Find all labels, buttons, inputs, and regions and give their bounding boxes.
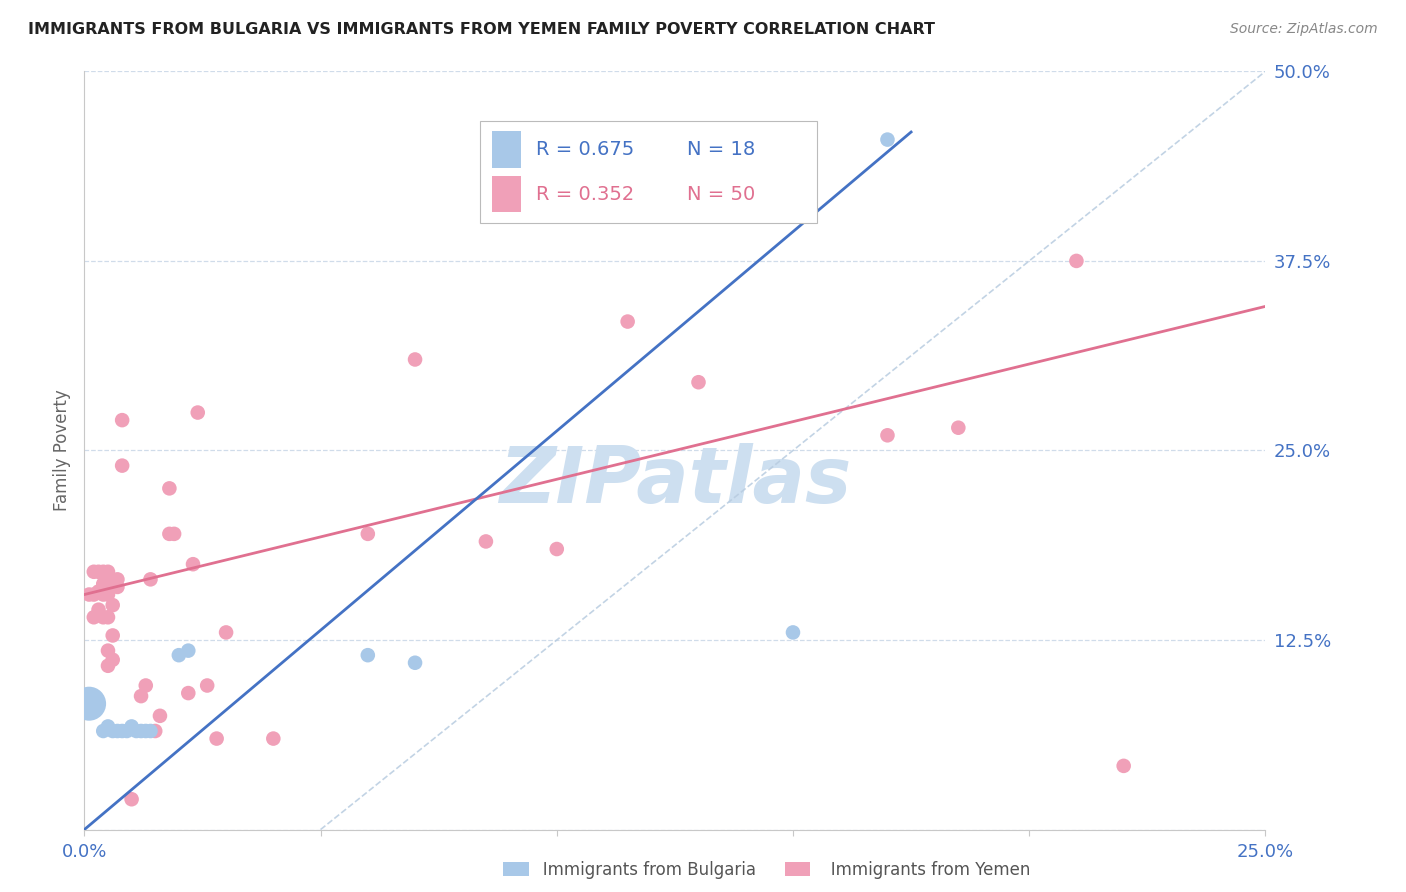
Point	[404, 352, 426, 367]
Text: N = 18: N = 18	[686, 140, 755, 159]
Point	[97, 643, 120, 657]
Point	[143, 724, 166, 739]
Point	[83, 610, 105, 624]
Point	[688, 376, 710, 390]
Point	[97, 588, 120, 602]
Text: R = 0.675: R = 0.675	[536, 140, 634, 159]
Text: ZIPatlas: ZIPatlas	[499, 442, 851, 519]
Bar	[785, 862, 810, 876]
Point	[876, 132, 898, 146]
Point	[111, 413, 134, 427]
Point	[107, 580, 129, 594]
Point	[1112, 759, 1135, 773]
Point	[97, 565, 120, 579]
Text: Immigrants from Yemen: Immigrants from Yemen	[794, 861, 1031, 879]
Point	[91, 610, 114, 624]
Point	[111, 458, 134, 473]
Point	[157, 482, 180, 496]
Point	[149, 708, 172, 723]
Text: Immigrants from Bulgaria: Immigrants from Bulgaria	[506, 861, 756, 879]
Text: R = 0.352: R = 0.352	[536, 185, 634, 203]
Point	[87, 603, 110, 617]
Point	[948, 421, 970, 435]
Point	[167, 648, 190, 662]
Point	[546, 542, 568, 557]
Point	[195, 678, 218, 692]
Point	[187, 405, 209, 420]
Point	[129, 724, 152, 739]
Bar	[492, 131, 522, 168]
Text: IMMIGRANTS FROM BULGARIA VS IMMIGRANTS FROM YEMEN FAMILY POVERTY CORRELATION CHA: IMMIGRANTS FROM BULGARIA VS IMMIGRANTS F…	[28, 22, 935, 37]
Point	[181, 557, 204, 572]
Point	[404, 656, 426, 670]
Point	[91, 577, 114, 591]
Point	[1066, 253, 1088, 268]
Point	[97, 610, 120, 624]
Point	[876, 428, 898, 442]
Point	[107, 724, 129, 739]
Point	[83, 588, 105, 602]
Text: Source: ZipAtlas.com: Source: ZipAtlas.com	[1230, 22, 1378, 37]
Point	[177, 643, 200, 657]
Point	[205, 731, 228, 746]
Point	[616, 314, 638, 328]
Point	[115, 724, 138, 739]
Point	[91, 588, 114, 602]
Point	[135, 724, 157, 739]
Point	[157, 526, 180, 541]
Point	[91, 565, 114, 579]
Point	[101, 724, 124, 739]
Point	[101, 598, 124, 612]
Point	[121, 792, 143, 806]
Point	[163, 526, 186, 541]
FancyBboxPatch shape	[479, 120, 817, 223]
Point	[91, 724, 114, 739]
Point	[101, 628, 124, 642]
Point	[101, 577, 124, 591]
Point	[139, 573, 162, 587]
Point	[87, 584, 110, 599]
Point	[87, 565, 110, 579]
Point	[357, 526, 380, 541]
Point	[107, 573, 129, 587]
Point	[121, 719, 143, 733]
Point	[782, 625, 804, 640]
Bar	[492, 176, 522, 212]
Point	[262, 731, 284, 746]
Point	[97, 719, 120, 733]
Point	[125, 724, 148, 739]
Point	[77, 697, 100, 711]
Point	[177, 686, 200, 700]
Bar	[503, 862, 529, 876]
Point	[129, 689, 152, 703]
Point	[475, 534, 498, 549]
Point	[357, 648, 380, 662]
Point	[97, 658, 120, 673]
Point	[139, 724, 162, 739]
Point	[101, 653, 124, 667]
Point	[77, 697, 100, 711]
Point	[83, 565, 105, 579]
Point	[111, 724, 134, 739]
Y-axis label: Family Poverty: Family Poverty	[53, 390, 72, 511]
Point	[215, 625, 238, 640]
Text: N = 50: N = 50	[686, 185, 755, 203]
Point	[77, 588, 100, 602]
Point	[135, 678, 157, 692]
